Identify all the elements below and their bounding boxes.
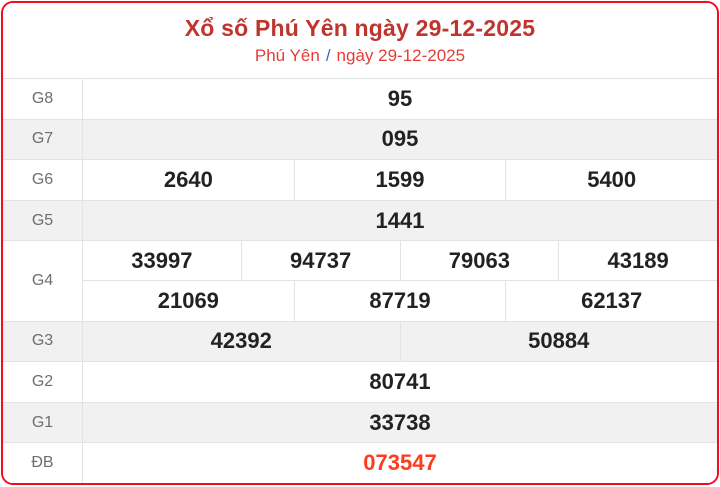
breadcrumb-separator: / [325,46,331,65]
prize-label: G8 [3,79,83,119]
prize-row-G6: G6 2640 1599 5400 [3,159,717,200]
prize-number: 1441 [375,207,425,233]
prize-number: 2640 [163,166,213,192]
prize-number: 80741 [369,368,431,394]
prize-line: 073547 [83,443,717,483]
prize-number: 95 [387,85,413,111]
prize-row-G4: G4 33997 94737 79063 43189 21069 87719 62137 [3,240,717,321]
prize-line: 80741 [83,362,717,402]
prize-label: G7 [3,119,83,160]
breadcrumb-date-link[interactable]: ngày 29-12-2025 [336,46,466,65]
prize-number: 94737 [240,241,400,281]
prize-line: 33997 94737 79063 43189 [83,241,717,281]
prize-number: 42392 [210,328,272,354]
prize-number: 095 [381,126,419,152]
prize-number: 62137 [505,281,717,321]
prize-line: 42392 50884 [83,321,718,362]
prize-label: G1 [3,402,83,443]
prize-row-G5: G5 1441 [3,199,717,241]
prize-number: 50884 [399,321,718,362]
prize-line: 1441 [83,201,717,241]
prize-number: 43189 [558,241,717,281]
prize-number: 5400 [505,160,717,200]
prize-row-G3: G3 42392 50884 [3,320,718,362]
results-table: G8 95 G7 095 G6 2640 1599 5400 G5 1441 G4 33997 9473… [3,79,717,483]
prize-row-G2: G2 80741 [3,361,717,402]
prize-values: 33738 [83,403,717,443]
prize-values: 073547 [83,443,717,483]
prize-values: 42392 50884 [83,321,718,362]
prize-row-G7: G7 095 [3,118,717,160]
prize-line: 21069 87719 62137 [83,280,717,321]
prize-number: 87719 [293,281,506,321]
prize-number: 073547 [363,450,437,476]
prize-values: 95 [83,79,717,119]
prize-number: 33997 [131,247,193,273]
prize-number: 33738 [369,409,431,435]
results-header: Xổ số Phú Yên ngày 29-12-2025 Phú Yên / … [3,3,717,79]
prize-line: 2640 1599 5400 [83,160,717,200]
prize-number: 21069 [157,288,219,314]
page-title: Xổ số Phú Yên ngày 29-12-2025 [184,15,536,41]
prize-line: 33738 [83,403,717,443]
prize-values: 80741 [83,362,717,402]
prize-values: 095 [83,120,717,160]
breadcrumb: Phú Yên / ngày 29-12-2025 [255,46,465,66]
prize-number: 79063 [399,241,559,281]
prize-row-G8: G8 95 [3,79,717,119]
prize-row-ĐB: ĐB 073547 [3,442,717,483]
prize-values: 2640 1599 5400 [83,160,717,200]
prize-row-G1: G1 33738 [3,401,717,443]
prize-values: 1441 [83,201,717,241]
prize-label: ĐB [3,443,83,483]
breadcrumb-province-link[interactable]: Phú Yên [254,46,320,65]
prize-label: G4 [3,241,83,321]
prize-line: 095 [83,120,717,160]
prize-label: G5 [3,200,83,241]
prize-line: 95 [83,79,717,119]
prize-label: G3 [3,321,83,362]
prize-label: G6 [3,160,83,200]
prize-values: 33997 94737 79063 43189 21069 87719 62137 [83,241,717,321]
prize-label: G2 [3,362,83,402]
prize-number: 1599 [293,160,506,200]
